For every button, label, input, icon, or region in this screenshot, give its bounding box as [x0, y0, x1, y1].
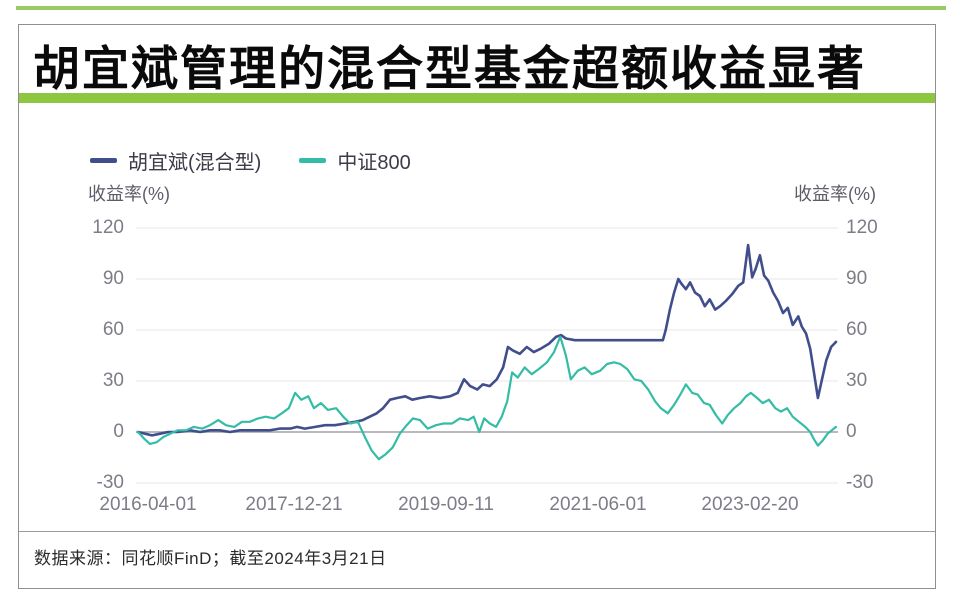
y-tick-label-right: 60 — [846, 319, 868, 340]
fund-line-swatch-icon — [90, 158, 117, 163]
x-tick-label: 2016-04-01 — [99, 494, 197, 515]
index-line-swatch-icon — [299, 158, 327, 163]
legend-item-fund: 胡宜斌(混合型) — [90, 146, 261, 175]
y-tick-label-right: 120 — [846, 217, 878, 238]
y-tick-label-right: 0 — [846, 421, 857, 442]
y-tick-label-left: 0 — [113, 421, 124, 442]
x-tick-label: 2017-12-21 — [245, 494, 343, 515]
y-tick-label-left: 120 — [92, 217, 124, 238]
divider — [19, 531, 935, 532]
y-tick-label-right: 30 — [846, 370, 868, 391]
page-title: 胡宜斌管理的混合型基金超额收益显著 — [33, 42, 866, 95]
legend-item-index: 中证800 — [299, 146, 411, 175]
y-tick-label-left: 60 — [102, 319, 124, 340]
x-tick-label: 2019-09-11 — [398, 494, 494, 515]
y-tick-label-left: 30 — [102, 370, 124, 391]
top-accent-line — [16, 6, 946, 10]
title-accent-bar — [19, 93, 935, 103]
y-tick-label-left: 90 — [102, 268, 124, 289]
x-tick-label: 2021-06-01 — [549, 494, 647, 515]
y-tick-label-right: 90 — [846, 268, 868, 289]
legend-label-index: 中证800 — [337, 152, 411, 174]
chart-card: 胡宜斌管理的混合型基金超额收益显著 数据来源：同花顺FinD；截至2024年3月… — [18, 24, 936, 589]
y-tick-label-right: -30 — [846, 472, 874, 493]
y-axis-title-right: 收益率(%) — [794, 184, 876, 204]
legend: 胡宜斌(混合型) 中证800 — [90, 146, 411, 175]
legend-label-fund: 胡宜斌(混合型) — [128, 152, 262, 174]
source-note: 数据来源：同花顺FinD；截至2024年3月21日 — [34, 549, 387, 568]
y-axis-title-left: 收益率(%) — [88, 184, 170, 204]
x-tick-label: 2023-02-20 — [701, 494, 799, 515]
y-tick-label-left: -30 — [96, 472, 124, 493]
